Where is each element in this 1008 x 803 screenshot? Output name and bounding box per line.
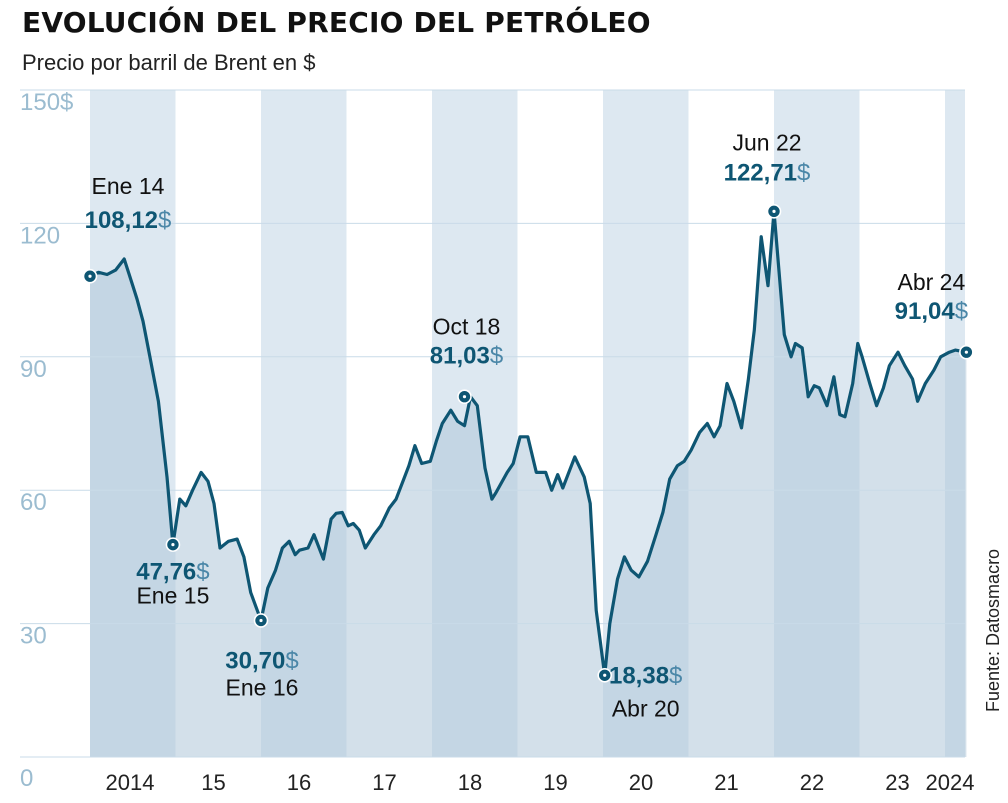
data-point-marker-dot (259, 618, 263, 623)
annotation-date: Abr 20 (612, 695, 680, 721)
annotation-date: Ene 16 (226, 674, 299, 700)
annotation-value: 81,03$ (430, 343, 503, 370)
annotation-value-number: 47,76 (136, 559, 196, 586)
y-tick-label: 0 (20, 765, 33, 792)
annotation-value-unit: $ (797, 159, 810, 186)
annotation-value: 18,38$ (609, 662, 682, 689)
annotation-value-number: 30,70 (225, 647, 285, 674)
price-line (89, 209, 967, 677)
annotation-value: 30,70$ (225, 647, 298, 674)
annotation-value-number: 91,04 (895, 298, 956, 325)
data-point-marker-dot (964, 350, 968, 354)
annotation-value: 122,71$ (724, 159, 811, 186)
annotation-value: 108,12$ (85, 207, 172, 234)
data-point-marker-dot (772, 209, 776, 213)
data-point-marker-dot (462, 395, 467, 399)
source-note: Fuente: Datosmacro (983, 548, 1003, 712)
annotation-date: Ene 14 (92, 173, 165, 199)
x-tick-label: 19 (543, 770, 567, 795)
chart-subtitle: Precio por barril de Brent en $ (22, 50, 316, 75)
annotation-value-number: 81,03 (430, 343, 490, 370)
price-area (90, 211, 967, 758)
annotation-value-unit: $ (955, 298, 968, 325)
annotation-date: Abr 24 (897, 269, 965, 295)
data-point-marker-dot (171, 543, 175, 547)
data-point-marker-dot (88, 274, 92, 278)
annotation-date: Ene 15 (136, 583, 209, 609)
x-tick-label: 16 (287, 770, 311, 795)
data-point-marker-dot (603, 673, 607, 677)
x-tick-label: 20 (629, 770, 653, 795)
x-tick-label: 15 (201, 770, 225, 795)
annotation-date: Oct 18 (433, 314, 501, 340)
x-tick-label: 17 (372, 770, 396, 795)
annotation-value-unit: $ (285, 647, 298, 674)
y-tick-label: 90 (20, 356, 47, 383)
annotation-value-number: 18,38 (609, 662, 669, 689)
x-tick-label: 22 (800, 770, 824, 795)
x-tick-label: 18 (458, 770, 482, 795)
annotation-value-number: 122,71 (724, 159, 797, 186)
annotation-value-number: 108,12 (85, 207, 158, 234)
x-tick-label: 23 (885, 770, 909, 795)
annotation-value-unit: $ (158, 207, 171, 234)
x-tick-label: 2014 (106, 770, 155, 795)
annotation-value: 47,76$ (136, 559, 209, 586)
x-tick-label: 21 (714, 770, 738, 795)
y-tick-label: 120 (20, 222, 60, 249)
annotation-value-unit: $ (196, 559, 209, 586)
annotation-value: 91,04$ (895, 298, 968, 325)
y-tick-label: 150$ (20, 89, 73, 116)
y-tick-label: 60 (20, 489, 47, 516)
x-tick-label: 2024 (926, 770, 975, 795)
annotation-value-unit: $ (669, 662, 682, 689)
annotation-value-unit: $ (490, 343, 503, 370)
annotation-date: Jun 22 (732, 129, 801, 155)
y-tick-label: 30 (20, 623, 47, 650)
chart-title: EVOLUCIÓN DEL PRECIO DEL PETRÓLEO (22, 6, 651, 39)
